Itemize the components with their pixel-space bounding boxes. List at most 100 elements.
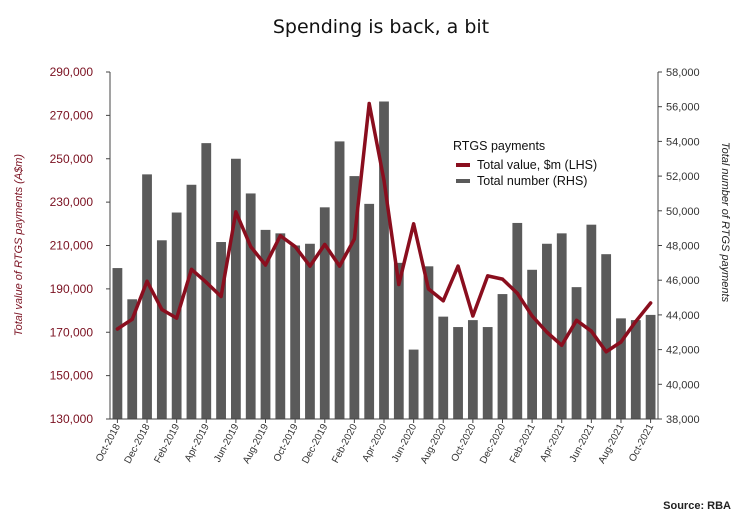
- line-point-Apr-2019: [204, 280, 208, 284]
- bar-Oct-2018: [112, 268, 123, 419]
- line-point-Feb-2021: [530, 314, 534, 318]
- legend: RTGS payments Total value, $m (LHS) Tota…: [445, 134, 615, 192]
- left-tick-label: 230,000: [50, 195, 94, 209]
- line-point-May-2020: [397, 282, 401, 287]
- line-point-Sep-2021: [634, 319, 638, 324]
- x-tick-label: Aug-2020: [419, 422, 449, 466]
- bar-Jun-2021: [586, 224, 597, 419]
- bar-Mar-2020: [364, 203, 375, 419]
- left-axis-tick-labels: 130,000 150,000 170,000 190,000 210,000 230,0…: [50, 65, 94, 426]
- bar-Sep-2020: [453, 327, 463, 419]
- right-tick-label: 42,000: [666, 345, 700, 357]
- bar-Oct-2021: [645, 314, 656, 419]
- x-tick-label: Aug-2019: [241, 422, 271, 466]
- bar-Jun-2020: [408, 349, 419, 419]
- left-tick-label: 170,000: [50, 325, 94, 339]
- line-point-Aug-2019: [263, 263, 268, 267]
- line-point-Jul-2020: [426, 287, 431, 291]
- line-point-May-2021: [574, 318, 579, 322]
- bar-Feb-2021: [527, 269, 537, 419]
- line-point-Jul-2021: [604, 350, 608, 354]
- bar-Jan-2019: [156, 240, 167, 419]
- line-point-Jul-2019: [249, 244, 253, 249]
- bar-Oct-2020: [467, 320, 478, 419]
- line-point-Mar-2020: [367, 101, 371, 106]
- line-point-Dec-2019: [323, 242, 327, 247]
- line-point-Apr-2021: [560, 343, 564, 347]
- bar-May-2020: [393, 262, 404, 419]
- line-point-Sep-2020: [456, 264, 460, 268]
- right-tick-label: 50,000: [666, 206, 700, 218]
- bar-Nov-2018: [127, 299, 138, 419]
- x-tick-label: Apr-2019: [183, 422, 212, 464]
- bar-May-2019: [216, 242, 226, 419]
- legend-item-number: Total number (RHS): [477, 174, 587, 188]
- x-tick-label: Apr-2021: [538, 422, 567, 464]
- x-tick-label: Dec-2019: [300, 422, 330, 466]
- x-tick-label: Jun-2020: [390, 422, 419, 464]
- bar-Nov-2019: [305, 243, 315, 419]
- bar-Dec-2020: [497, 294, 508, 419]
- line-point-Oct-2020: [471, 314, 475, 318]
- left-tick-label: 190,000: [50, 282, 94, 296]
- bar-Apr-2020: [379, 101, 389, 419]
- source-note: Source: RBA: [663, 500, 731, 512]
- right-tick-label: 44,000: [666, 310, 700, 322]
- line-point-Feb-2019: [175, 316, 179, 320]
- line-point-Jun-2021: [589, 329, 593, 333]
- chart-title: Spending is back, a bit: [273, 16, 489, 38]
- left-tick-label: 210,000: [50, 239, 94, 253]
- right-tick-label: 38,000: [666, 414, 700, 426]
- line-point-Jun-2019: [234, 210, 238, 214]
- line-point-Mar-2019: [189, 267, 194, 271]
- bar-Jul-2021: [601, 254, 612, 419]
- line-point-Nov-2020: [486, 274, 490, 278]
- line-point-Mar-2021: [545, 330, 549, 334]
- x-tick-label: Oct-2021: [627, 422, 656, 464]
- legend-item-value: Total value, $m (LHS): [477, 158, 597, 172]
- legend-title: RTGS payments: [453, 139, 545, 153]
- bar-May-2021: [571, 287, 582, 419]
- left-tick-label: 290,000: [50, 65, 94, 79]
- line-point-Nov-2019: [308, 264, 312, 268]
- bar-Aug-2019: [260, 229, 271, 419]
- bar-Sep-2021: [630, 320, 641, 419]
- bar-Aug-2021: [616, 318, 626, 419]
- right-tick-label: 48,000: [666, 241, 700, 253]
- line-point-Sep-2019: [278, 234, 282, 238]
- bar-Apr-2021: [556, 233, 567, 419]
- x-tick-label: Oct-2018: [94, 422, 123, 464]
- right-tick-label: 46,000: [666, 275, 700, 287]
- right-tick-label: 58,000: [666, 67, 700, 79]
- x-tick-label: Feb-2020: [330, 422, 360, 465]
- line-point-Dec-2020: [500, 277, 505, 281]
- x-tick-label: Jun-2021: [568, 422, 597, 464]
- bar-Jan-2021: [512, 222, 523, 419]
- line-point-May-2019: [219, 294, 223, 299]
- x-tick-label: Aug-2021: [597, 422, 627, 466]
- line-point-Aug-2021: [619, 340, 623, 344]
- bar-Jun-2019: [231, 158, 241, 419]
- line-point-Jun-2020: [412, 222, 416, 226]
- x-tick-label: Oct-2019: [272, 422, 301, 464]
- left-tick-label: 250,000: [50, 152, 94, 166]
- right-axis-tick-labels: 38,000 40,000 42,000 44,000 46,000 48,000 50,0…: [666, 67, 700, 426]
- x-tick-label: Feb-2021: [508, 422, 538, 465]
- axes: [106, 71, 662, 423]
- line-point-Aug-2020: [441, 299, 445, 303]
- x-tick-label: Oct-2020: [449, 422, 478, 464]
- line-point-Apr-2020: [382, 178, 386, 183]
- line-point-Jan-2019: [160, 307, 164, 312]
- line-point-Nov-2018: [130, 317, 134, 321]
- bar-Nov-2020: [482, 327, 493, 419]
- line-point-Jan-2021: [515, 291, 519, 295]
- line-point-Oct-2018: [115, 327, 120, 331]
- x-tick-label: Jun-2019: [212, 422, 241, 464]
- plot-area: [106, 71, 662, 423]
- left-tick-label: 130,000: [50, 412, 94, 426]
- line-point-Oct-2021: [648, 301, 653, 305]
- x-tick-label: Apr-2020: [361, 422, 390, 464]
- bar-Mar-2019: [186, 184, 197, 419]
- line-point-Jan-2020: [337, 264, 342, 268]
